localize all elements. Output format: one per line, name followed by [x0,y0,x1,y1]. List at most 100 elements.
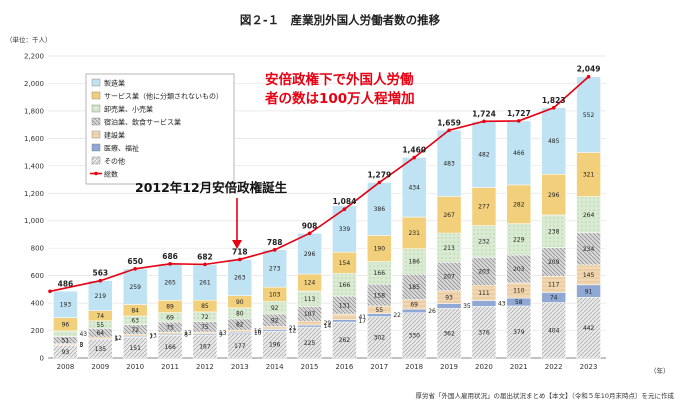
bar-segment-manufacturing [576,76,601,153]
segment-value-label: 166 [374,270,386,277]
segment-value-label: 151 [129,345,141,352]
segment-value-label: 64 [96,330,104,337]
segment-value-label: 273 [269,266,281,273]
segment-value-label: 12 [114,335,122,342]
bar-segment-manufacturing [297,233,322,275]
segment-value-label: 26 [428,308,436,315]
bar-segment-other [401,312,427,359]
bar-segment-services [506,184,532,224]
bar-segment-construction [332,313,357,320]
legend-label-services: サービス業（他に分類されないもの） [104,92,223,101]
x-tick-label: 2013 [231,363,249,371]
segment-value-label: 166 [339,282,351,289]
y-tick-label: 0 [40,355,44,363]
total-point [342,207,347,211]
segment-value-label: 229 [513,237,525,244]
total-value-label: 2,049 [577,65,601,74]
segment-value-label: 238 [548,228,560,235]
y-tick-label: 1,200 [24,190,44,198]
bar-segment-hospitality [401,274,427,300]
segment-value-label: 51 [62,337,70,344]
legend-swatch-wholesale [91,104,101,113]
segment-value-label: 282 [513,201,525,208]
segment-value-label: 8 [184,332,188,339]
total-line: 486 563 650 686 682 718 788 908 1,084 1,279 1,460 1… [48,65,601,294]
bar-segment-medical [471,300,497,307]
segment-value-label: 167 [199,344,211,351]
segment-value-label: 203 [478,269,490,276]
legend-swatch-construction [91,130,101,139]
bar-segment-manufacturing [122,268,148,305]
legend-marker-total [94,171,98,176]
segment-value-label: 225 [304,340,316,347]
segment-value-label: 296 [304,251,316,258]
segment-value-label: 131 [339,302,351,309]
bar-segment-medical [436,303,462,309]
bar-segment-manufacturing [157,263,183,301]
x-tick-label: 2023 [580,363,598,371]
bars: 9338514396193135512645574219151713726384… [53,76,601,359]
bar-segment-construction [157,332,183,335]
segment-value-label: 69 [410,302,418,309]
bar-segment-medical [401,308,427,313]
segment-value-label: 110 [513,288,525,295]
total-value-label: 1,724 [472,109,496,118]
segment-value-label: 552 [583,112,595,119]
bar-segment-other [332,321,357,359]
bar-segment-wholesale [471,225,497,258]
total-value-label: 682 [197,252,213,261]
chart-title: 図２-１ 産業別外国人労働者数の推移 [240,13,441,27]
total-value-label: 486 [58,279,74,288]
segment-value-label: 43 [498,300,506,307]
segment-value-label: 219 [95,293,107,300]
segment-value-label: 485 [548,138,560,145]
segment-value-label: 107 [304,311,316,318]
total-value-label: 1,727 [507,109,531,118]
total-value-label: 718 [232,247,248,256]
annotation-abe-start: 2012年12月安倍政権誕生 [135,180,288,195]
total-point [168,262,172,266]
legend-swatch-manufacturing [91,78,101,87]
segment-value-label: 3 [79,342,83,349]
bar-segment-hospitality [471,257,497,286]
bar-segment-services [541,174,566,216]
x-tick-label: 2019 [440,363,458,371]
total-value-label: 908 [302,221,318,230]
segment-value-label: 96 [62,321,70,328]
segment-value-label: 92 [271,305,279,312]
legend-label-manufacturing: 製造業 [104,79,125,88]
bar-segment-construction [122,334,148,337]
legend-swatch-hospitality [91,117,101,126]
segment-value-label: 209 [548,259,560,266]
total-point [272,248,277,252]
total-point [238,257,242,262]
total-value-label: 1,084 [333,197,357,206]
segment-value-label: 80 [236,311,244,318]
annotation-abe-increase-line1: 安倍政権下で外国人労働 [265,71,414,88]
x-tick-label: 2011 [161,363,179,371]
bar-segment-other [541,302,566,359]
total-series-line [49,76,590,293]
segment-value-label: 69 [166,314,174,321]
y-tick-label: 1,400 [24,162,44,170]
segment-value-label: 55 [96,322,104,329]
bar-segment-construction [262,326,287,330]
segment-value-label: 442 [583,325,595,332]
bar-segment-other [297,326,322,359]
segment-value-label: 264 [583,212,595,219]
bar-segment-manufacturing [262,249,287,288]
segment-value-label: 117 [548,282,560,289]
legend-label-other: その他 [104,157,125,166]
x-tick-label: 2017 [370,363,388,371]
bar-segment-wholesale [576,196,601,234]
total-value-label: 1,823 [542,96,566,105]
bar-segment-manufacturing [332,205,357,253]
segment-value-label: 404 [548,327,560,334]
total-value-label: 1,659 [437,118,461,127]
y-tick-label: 1,800 [24,107,44,115]
segment-value-label: 84 [131,307,139,314]
segment-value-label: 72 [131,327,139,334]
segment-value-label: 22 [393,312,401,319]
segment-value-label: 55 [375,307,383,314]
